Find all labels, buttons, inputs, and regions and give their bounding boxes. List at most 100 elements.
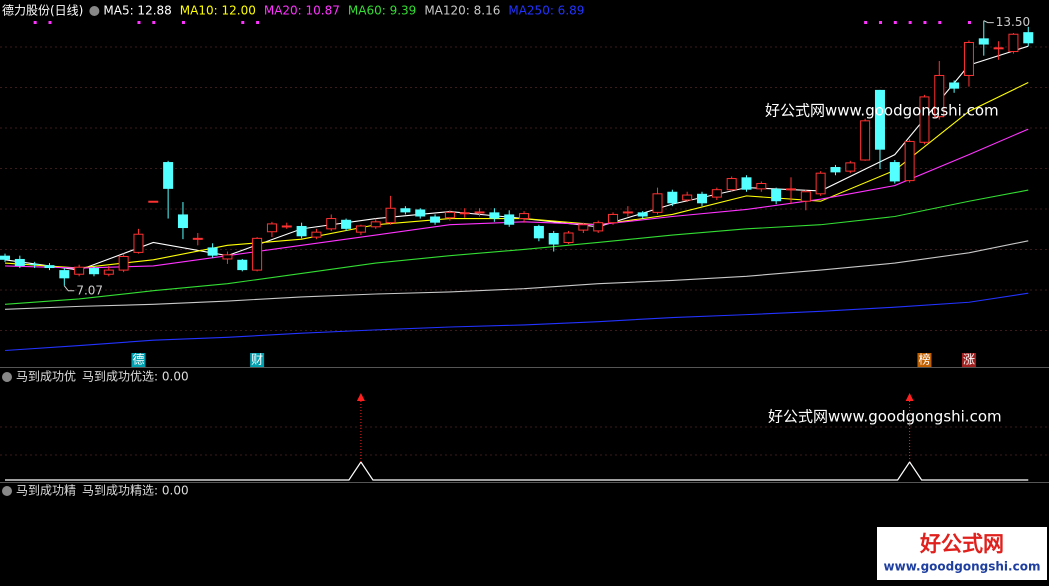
candle-body — [88, 268, 99, 275]
arrow-head — [356, 393, 365, 401]
candle-body — [252, 237, 263, 271]
candle-body — [682, 194, 693, 201]
badge-box — [917, 353, 932, 367]
annotation-label: 13.50 — [996, 15, 1030, 29]
candle-body — [237, 259, 248, 271]
candle-body — [785, 188, 796, 191]
legend-entry: MA20: 10.87 — [264, 4, 340, 18]
badge-text: 涨 — [963, 352, 975, 367]
candle-body — [370, 221, 381, 228]
legend-entry: MA120: 8.16 — [424, 4, 500, 18]
candle-body — [29, 263, 40, 265]
candle-body — [222, 254, 233, 260]
annotation-arrow — [983, 20, 994, 24]
candle-body — [266, 223, 277, 233]
watermark: 好公式网www.goodgongshi.com — [768, 408, 1002, 426]
signal-line — [5, 460, 1029, 481]
signal-dot — [908, 21, 912, 24]
candle-body — [830, 167, 841, 173]
menu-icon — [2, 372, 12, 382]
signal-dot — [181, 21, 185, 24]
candle-body — [578, 224, 589, 231]
candle-body — [919, 96, 930, 143]
legend-entry: 马到成功优选: 0.00 — [82, 370, 189, 384]
legend-entry: 马到成功精选: 0.00 — [82, 484, 189, 498]
candle-body — [385, 207, 396, 224]
candle-body — [296, 225, 307, 237]
annotation-arrow — [63, 285, 75, 292]
candle-body — [519, 213, 530, 220]
candle-body — [741, 177, 752, 190]
candle-body — [474, 211, 485, 214]
candle-body — [326, 218, 337, 230]
signal-dot — [967, 21, 971, 24]
menu-icon — [2, 486, 12, 496]
candle-body — [59, 270, 70, 279]
signal-dot — [938, 21, 942, 24]
candle-body — [593, 222, 604, 232]
logo-url: www.goodgongshi.com — [884, 560, 1041, 574]
candle-body — [949, 82, 960, 89]
candle-body — [103, 269, 114, 275]
candle-body — [1008, 33, 1019, 53]
candle-body — [874, 89, 885, 150]
candle-body — [148, 200, 159, 203]
legend-entry: MA5: 12.88 — [103, 4, 171, 18]
ma-line — [4, 189, 1029, 305]
candle-body — [756, 183, 767, 190]
badge-text: 财 — [251, 353, 263, 367]
legend-entry: MA250: 6.89 — [508, 4, 584, 18]
candle-body — [711, 189, 722, 198]
legend-entry: MA60: 9.39 — [348, 4, 416, 18]
panel-title: 马到成功精 — [16, 484, 76, 498]
signal-dot — [137, 21, 141, 24]
chart-title: 德力股份(日线) — [2, 3, 83, 18]
candle-body — [0, 255, 10, 260]
legend-entry: MA10: 12.00 — [180, 4, 256, 18]
signal-dot — [893, 21, 897, 24]
candle-body — [74, 266, 85, 275]
candle-body — [44, 265, 55, 269]
candle-body — [415, 209, 426, 217]
watermark: 好公式网www.goodgongshi.com — [765, 102, 999, 120]
badge-box — [250, 353, 265, 367]
badge-box — [131, 353, 146, 367]
candle-body — [400, 208, 411, 213]
candle-body — [860, 120, 871, 161]
candle-body — [771, 188, 782, 202]
signal-dot — [923, 21, 927, 24]
candle-body — [177, 214, 188, 229]
candle-body — [608, 213, 619, 224]
signal-dot — [256, 21, 260, 24]
candle-body — [726, 178, 737, 191]
candle-body — [311, 231, 322, 238]
signal-dot — [33, 21, 37, 24]
candle-body — [163, 162, 174, 189]
logo: 好公式网 www.goodgongshi.com — [877, 527, 1047, 580]
candle-body — [963, 41, 974, 76]
candle-body — [548, 232, 559, 245]
badge-text: 德 — [132, 352, 144, 367]
annotation-label: 7.07 — [76, 283, 103, 297]
logo-box — [877, 527, 1047, 580]
candle-body — [652, 193, 663, 213]
menu-icon — [89, 6, 100, 16]
ma-line — [4, 240, 1029, 310]
candle-body — [14, 258, 25, 266]
candle-body — [889, 162, 900, 182]
signal-dot — [241, 21, 245, 24]
candle-body — [355, 225, 366, 233]
candle-body — [504, 214, 515, 225]
logo-title: 好公式网 — [919, 532, 1004, 556]
ma-line — [4, 292, 1029, 352]
candle-body — [845, 162, 856, 172]
candle-body — [459, 212, 470, 215]
arrow-head — [905, 393, 914, 401]
candle-body — [489, 212, 500, 219]
candle-body — [118, 255, 129, 271]
candle-body — [993, 47, 1004, 50]
candle-body — [1023, 32, 1034, 44]
candle-body — [192, 237, 203, 240]
candle-body — [667, 191, 678, 204]
